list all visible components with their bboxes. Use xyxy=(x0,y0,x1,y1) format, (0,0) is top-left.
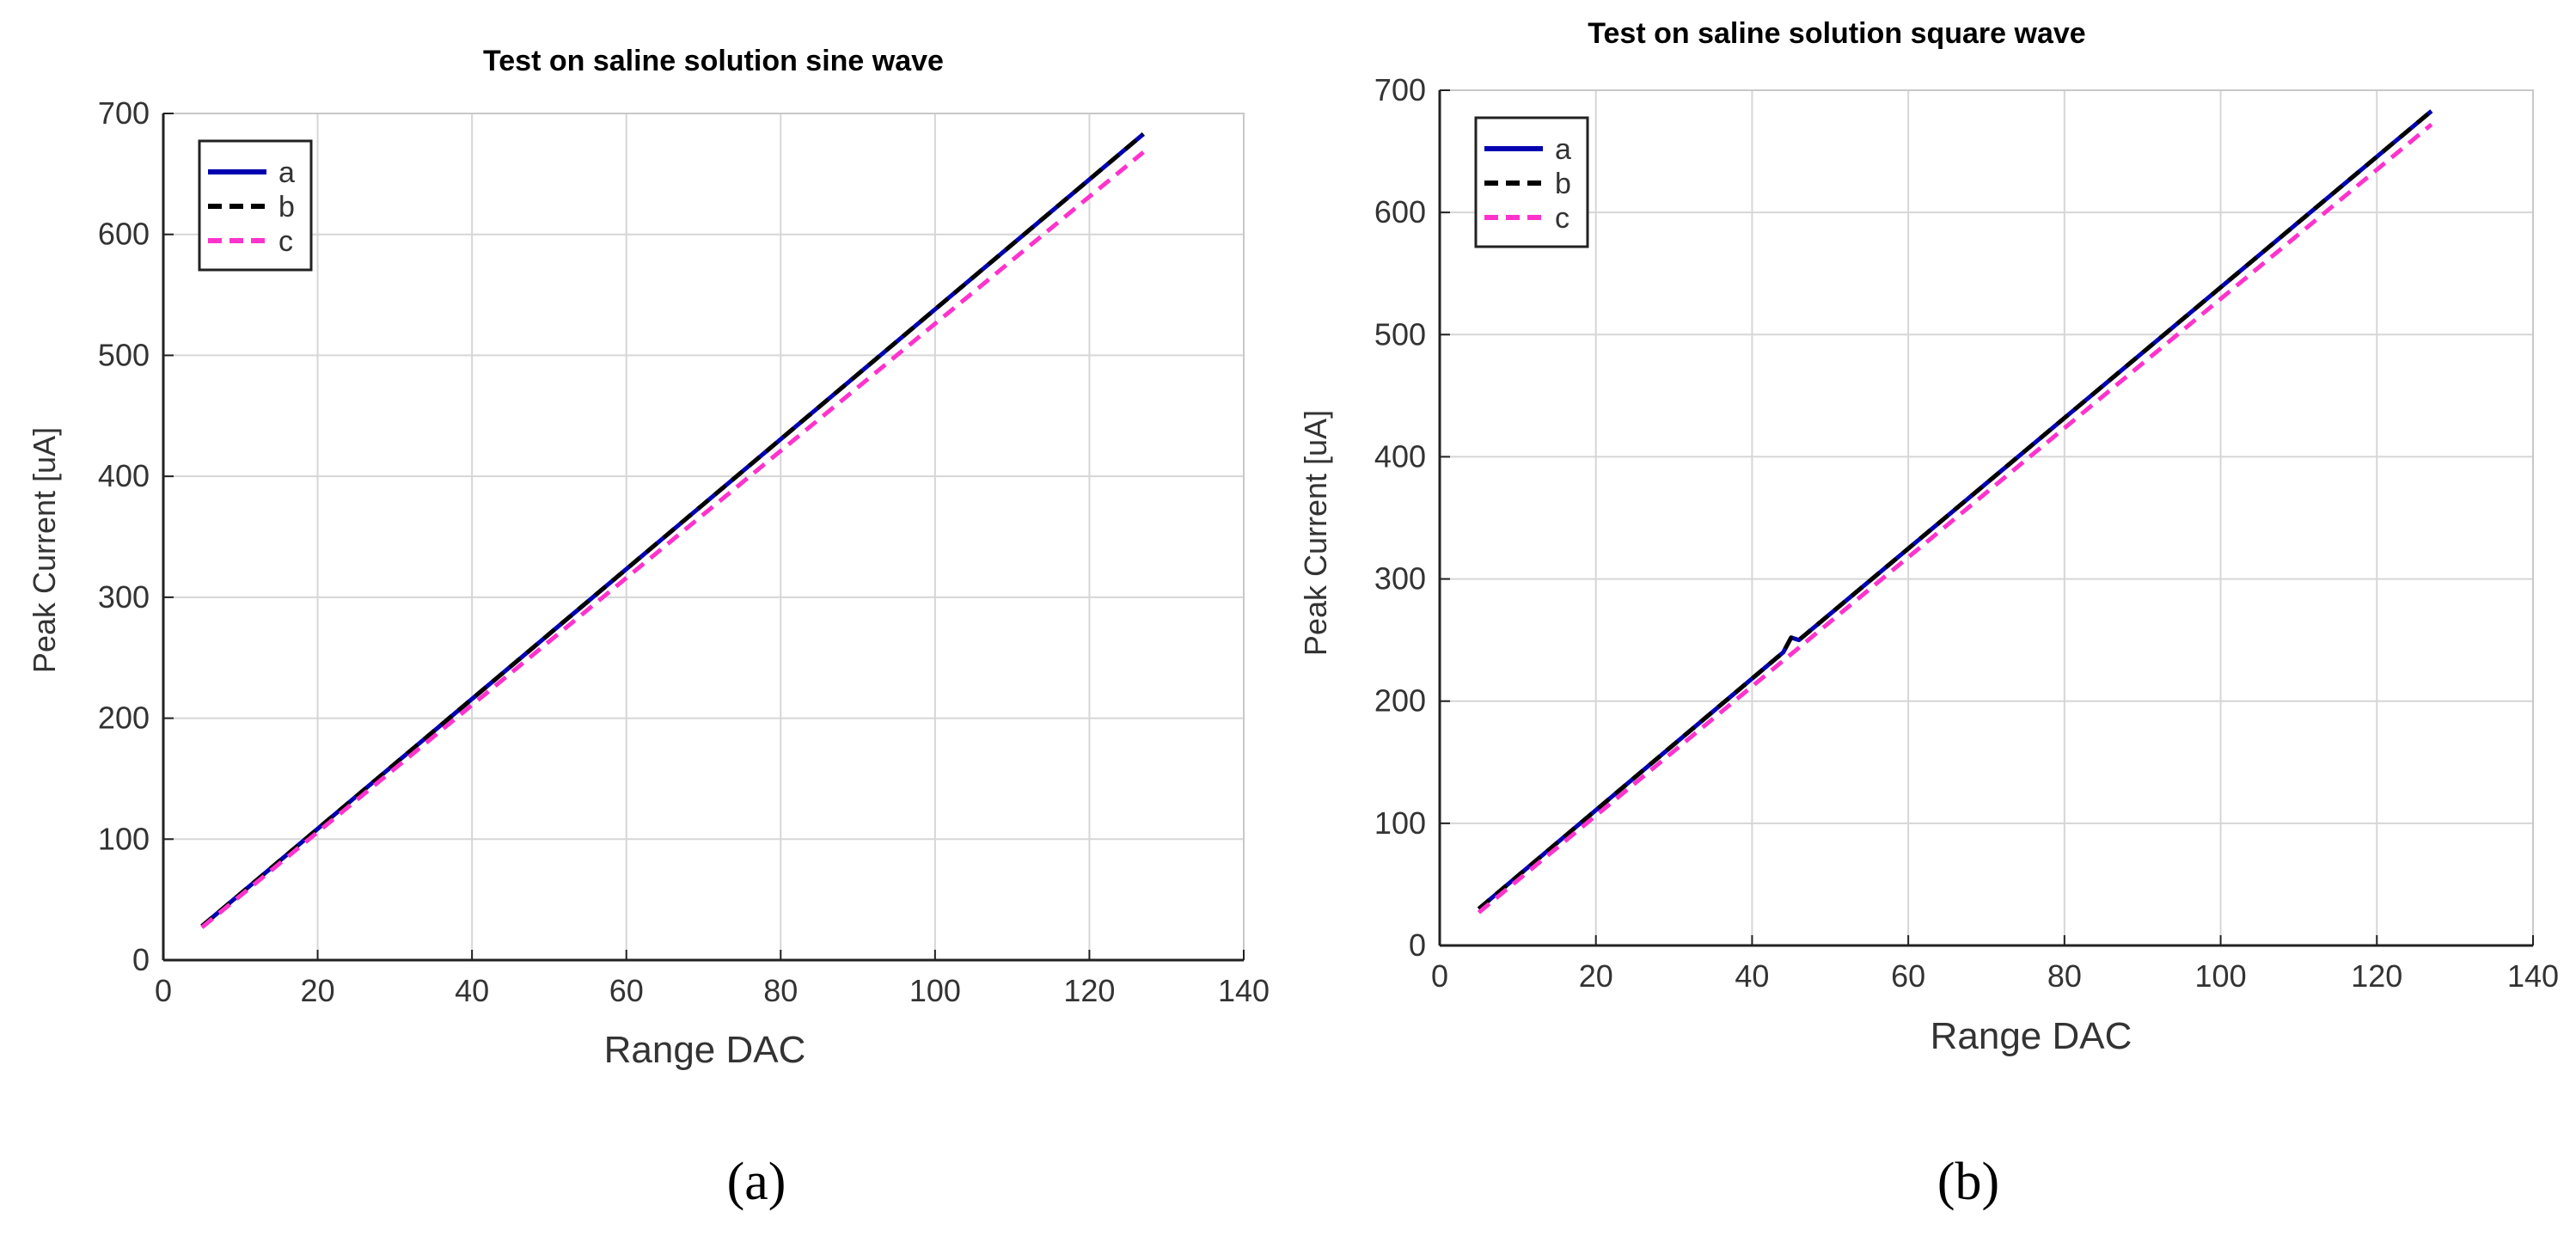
chart-b-series-c-line xyxy=(1477,122,2433,915)
chart-a-xtick-label: 20 xyxy=(301,973,335,1008)
chart-b-ytick-label: 200 xyxy=(1374,683,1426,719)
chart-b-legend-label-b: b xyxy=(1555,168,1571,200)
chart-b-plot-area xyxy=(1440,90,2533,945)
chart-a-svg: Test on saline solution sine wave Range … xyxy=(27,45,1270,1071)
chart-b-xtick-label: 40 xyxy=(1735,958,1769,994)
chart-b-ylabel: Peak Current [uA] xyxy=(1298,410,1333,656)
chart-a-xtick-label: 120 xyxy=(1063,973,1115,1008)
chart-b-ytick-label: 300 xyxy=(1374,561,1426,597)
chart-b-xtick-label: 80 xyxy=(2047,958,2082,994)
chart-a-legend-label-b: b xyxy=(278,191,295,223)
chart-a-ytick-label: 200 xyxy=(98,701,150,736)
chart-a-ytick-label: 700 xyxy=(98,95,150,131)
chart-a-xtick-label: 140 xyxy=(1218,973,1270,1008)
chart-a-ylabel: Peak Current [uA] xyxy=(27,427,62,673)
chart-b-xtick-label: 140 xyxy=(2507,958,2559,994)
chart-a-xlabel: Range DAC xyxy=(604,1029,806,1071)
chart-a-xtick-label: 80 xyxy=(763,973,798,1008)
chart-a-ytick-label: 600 xyxy=(98,217,150,252)
chart-a-ytick-label: 300 xyxy=(98,579,150,615)
chart-b-ytick-label: 100 xyxy=(1374,805,1426,841)
chart-a-xtick-label: 0 xyxy=(155,973,172,1008)
chart-a-ytick-label: 500 xyxy=(98,337,150,372)
chart-b-xtick-label: 100 xyxy=(2195,958,2247,994)
chart-b-ytick-label: 600 xyxy=(1374,194,1426,229)
chart-a-series-c-line xyxy=(200,150,1145,929)
chart-a-plot-area xyxy=(163,113,1244,960)
chart-a-series-b-line xyxy=(200,132,1145,928)
chart-a-legend-label-c: c xyxy=(278,225,293,258)
chart-b-svg: Test on saline solution square wave Rang… xyxy=(1298,17,2559,1057)
chart-b-xtick-label: 60 xyxy=(1891,958,1925,994)
chart-b-xtick-label: 20 xyxy=(1579,958,1613,994)
panel-a-caption: (a) xyxy=(726,1153,786,1211)
chart-a-ytick-label: 100 xyxy=(98,821,150,856)
chart-b-title: Test on saline solution square wave xyxy=(1588,17,2085,50)
chart-a-xtick-label: 40 xyxy=(455,973,489,1008)
chart-b-ytick-label: 500 xyxy=(1374,316,1426,352)
chart-b-series-b-line xyxy=(1477,109,2433,911)
chart-b-legend-label-c: c xyxy=(1555,202,1569,235)
chart-b-xlabel: Range DAC xyxy=(1930,1015,2132,1057)
chart-panel-b: Test on saline solution square wave Rang… xyxy=(1289,0,2576,1236)
chart-b-ytick-label: 400 xyxy=(1374,438,1426,474)
chart-b-legend-label-a: a xyxy=(1555,133,1571,166)
chart-panel-a: Test on saline solution sine wave Range … xyxy=(27,45,1270,1071)
chart-a-legend-label-a: a xyxy=(278,156,295,189)
chart-b-xtick-label: 0 xyxy=(1431,958,1448,994)
chart-a-xtick-label: 60 xyxy=(609,973,644,1008)
chart-b-ytick-label: 0 xyxy=(1409,927,1426,963)
chart-a-ytick-label: 400 xyxy=(98,458,150,493)
chart-a-ytick-label: 0 xyxy=(132,942,150,977)
chart-a-title: Test on saline solution sine wave xyxy=(483,45,944,77)
panel-b-caption: (b) xyxy=(1937,1153,2000,1211)
chart-b-ytick-label: 700 xyxy=(1374,72,1426,107)
chart-b-xtick-label: 120 xyxy=(2351,958,2402,994)
chart-a-xtick-label: 100 xyxy=(909,973,961,1008)
